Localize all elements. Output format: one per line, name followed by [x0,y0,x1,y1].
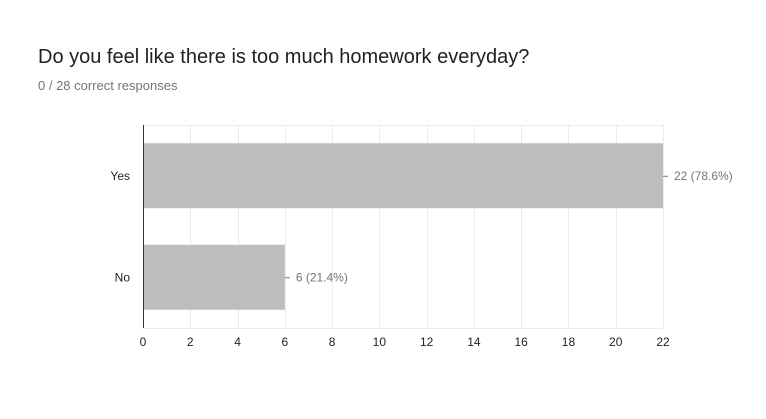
x-tick-label: 2 [187,335,194,349]
x-tick-label: 4 [234,335,241,349]
question-title: Do you feel like there is too much homew… [38,46,530,68]
x-tick-label: 14 [467,335,481,349]
x-tick-label: 18 [562,335,576,349]
x-tick-label: 0 [140,335,147,349]
x-tick-label: 10 [373,335,387,349]
bar-yes [143,143,663,209]
bar-no [143,244,285,310]
x-tick-label: 12 [420,335,434,349]
value-label-no: 6 (21.4%) [296,270,348,284]
x-tick-label: 20 [609,335,623,349]
x-tick-label: 8 [329,335,336,349]
x-tick-label: 22 [656,335,670,349]
response-summary: 0 / 28 correct responses [38,78,178,93]
category-label-no: No [115,270,131,284]
labels: 0 2 4 6 8 10 12 14 16 18 20 22 22 (78.6%) Yes 6 (21.4%… [110,169,732,349]
x-tick-label: 16 [515,335,529,349]
x-tick-label: 6 [281,335,288,349]
value-label-yes: 22 (78.6%) [674,169,733,183]
bars [143,143,663,310]
category-label-yes: Yes [110,169,130,183]
